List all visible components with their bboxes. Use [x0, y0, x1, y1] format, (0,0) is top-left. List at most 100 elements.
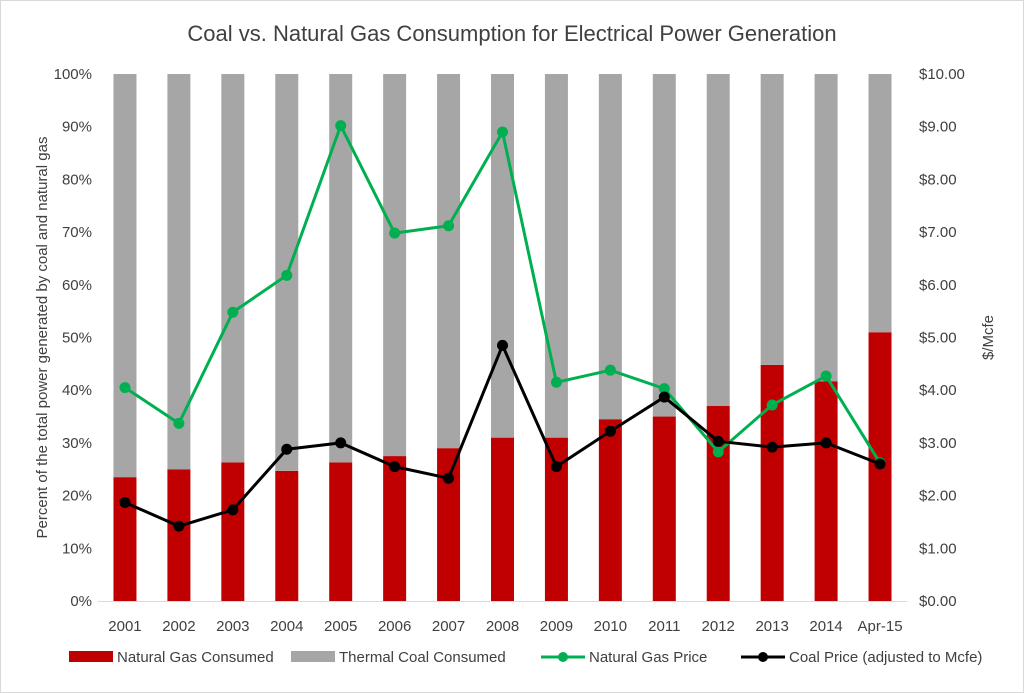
x-tick-label: 2005	[324, 618, 357, 635]
y-right-tick-label: $1.00	[919, 540, 957, 557]
bars-group	[113, 74, 892, 601]
y-left-tick-label: 100%	[54, 66, 92, 83]
bar-natural-gas-consumed-2009	[544, 437, 568, 601]
point-coal-price-adjusted-to-mcfe-2007	[443, 472, 455, 484]
bar-natural-gas-consumed-2003	[221, 462, 245, 601]
axes-group: 0% 10% 20% 30% 40% 50% 60% 70% 80% 90% 100% $0.00 $1…	[34, 66, 997, 635]
x-tick-label: 2007	[432, 618, 465, 635]
bar-natural-gas-consumed-2004	[275, 470, 299, 601]
bar-natural-gas-consumed-2012	[706, 406, 730, 601]
point-natural-gas-price-2008	[497, 126, 508, 138]
bar-natural-gas-consumed-2005	[329, 462, 353, 601]
bar-thermal-coal-consumed-2009	[544, 74, 568, 438]
y-right-tick-label: $6.00	[919, 277, 957, 294]
y-right-tick-label: $5.00	[919, 330, 957, 347]
y-left-tick-label: 40%	[62, 382, 92, 399]
y-left-tick-label: 70%	[62, 224, 92, 241]
legend: Natural Gas Consumed Thermal Coal Consume…	[69, 649, 982, 666]
y-right-tick-label: $2.00	[919, 488, 957, 505]
x-tick-label: 2006	[378, 618, 411, 635]
point-natural-gas-price-2009	[550, 376, 562, 388]
point-coal-price-adjusted-to-mcfe-2008	[497, 339, 508, 351]
bar-thermal-coal-consumed-2010	[598, 74, 622, 420]
bar-natural-gas-consumed-2010	[598, 419, 622, 601]
bar-natural-gas-consumed-2007	[437, 448, 461, 601]
bar-thermal-coal-consumed-apr-15	[868, 74, 892, 333]
lines-group	[119, 120, 886, 532]
bar-thermal-coal-consumed-2012	[706, 74, 730, 407]
bar-natural-gas-consumed-2006	[383, 456, 407, 601]
point-coal-price-adjusted-to-mcfe-2011	[658, 391, 670, 403]
y-right-tick-label: $4.00	[919, 382, 957, 399]
y-right-tick-label: $8.00	[919, 171, 957, 188]
bar-thermal-coal-consumed-2006	[383, 74, 407, 457]
x-tick-label: 2010	[594, 618, 627, 635]
bar-thermal-coal-consumed-2014	[814, 74, 838, 382]
y-left-tick-label: 80%	[62, 171, 92, 188]
point-coal-price-adjusted-to-mcfe-2001	[119, 496, 131, 508]
legend-label-natural-gas-price: Natural Gas Price	[589, 649, 707, 666]
y-left-tick-label: 50%	[62, 330, 92, 347]
point-coal-price-adjusted-to-mcfe-apr-15	[874, 458, 886, 470]
y-left-tick-label: 60%	[62, 277, 92, 294]
chart-title: Coal vs. Natural Gas Consumption for Ele…	[187, 21, 836, 46]
point-natural-gas-price-2010	[604, 364, 616, 376]
point-natural-gas-price-2005	[335, 120, 347, 132]
y-right-tick-label: $3.00	[919, 435, 957, 452]
bar-natural-gas-consumed-2002	[167, 469, 191, 601]
x-tick-label: 2013	[755, 618, 788, 635]
bar-natural-gas-consumed-2014	[814, 381, 838, 601]
legend-label-coal-price-adjusted-to-mcfe: Coal Price (adjusted to Mcfe)	[789, 649, 982, 666]
point-coal-price-adjusted-to-mcfe-2006	[389, 461, 401, 473]
x-tick-label: 2011	[648, 618, 680, 635]
point-coal-price-adjusted-to-mcfe-2013	[766, 441, 778, 453]
y-left-tick-label: 90%	[62, 119, 92, 136]
x-tick-label: 2003	[216, 618, 249, 635]
y-left-tick-label: 20%	[62, 488, 92, 505]
point-coal-price-adjusted-to-mcfe-2012	[712, 435, 724, 447]
x-tick-label: 2004	[270, 618, 303, 635]
legend-marker-coal-price-adjusted-to-mcfe	[758, 652, 768, 662]
y-right-tick-label: $9.00	[919, 119, 957, 136]
x-tick-label: 2014	[809, 618, 842, 635]
bar-thermal-coal-consumed-2007	[437, 74, 461, 449]
point-natural-gas-price-2003	[227, 306, 239, 318]
bar-thermal-coal-consumed-2002	[167, 74, 191, 470]
y-right-tick-label: $7.00	[919, 224, 957, 241]
bar-thermal-coal-consumed-2013	[760, 74, 784, 365]
legend-label-natural-gas-consumed: Natural Gas Consumed	[117, 649, 274, 666]
y-right-tick-label: $0.00	[919, 593, 957, 610]
legend-marker-natural-gas-price	[558, 652, 568, 662]
x-tick-label: 2002	[162, 618, 195, 635]
bar-thermal-coal-consumed-2011	[652, 74, 676, 417]
bar-natural-gas-consumed-2008	[491, 437, 514, 601]
y-left-tick-label: 30%	[62, 435, 92, 452]
point-natural-gas-price-2014	[820, 370, 832, 382]
bar-thermal-coal-consumed-2005	[329, 74, 353, 463]
point-coal-price-adjusted-to-mcfe-2004	[281, 443, 293, 455]
legend-swatch-thermal-coal-consumed	[291, 651, 335, 662]
bar-natural-gas-consumed-2001	[113, 477, 137, 601]
x-tick-label: 2008	[486, 618, 519, 635]
x-tick-label: Apr-15	[858, 618, 903, 635]
legend-label-thermal-coal-consumed: Thermal Coal Consumed	[339, 649, 506, 666]
point-natural-gas-price-2011	[658, 383, 670, 395]
bar-thermal-coal-consumed-2001	[113, 74, 137, 478]
point-natural-gas-price-2013	[766, 399, 778, 411]
point-coal-price-adjusted-to-mcfe-2003	[227, 504, 239, 516]
y-right-axis-title: $/Mcfe	[980, 315, 997, 360]
bar-natural-gas-consumed-2011	[652, 416, 676, 601]
point-coal-price-adjusted-to-mcfe-2010	[604, 425, 616, 437]
y-left-axis-title: Percent of the total power generated by …	[34, 137, 51, 539]
point-natural-gas-price-2002	[173, 417, 185, 429]
bar-natural-gas-consumed-2013	[760, 364, 784, 601]
point-coal-price-adjusted-to-mcfe-2002	[173, 520, 185, 532]
point-natural-gas-price-2012	[712, 446, 724, 458]
point-natural-gas-price-2004	[281, 269, 293, 281]
point-coal-price-adjusted-to-mcfe-2014	[820, 437, 832, 449]
point-natural-gas-price-2007	[443, 220, 455, 232]
point-natural-gas-price-2001	[119, 382, 131, 394]
x-tick-label: 2012	[702, 618, 735, 635]
